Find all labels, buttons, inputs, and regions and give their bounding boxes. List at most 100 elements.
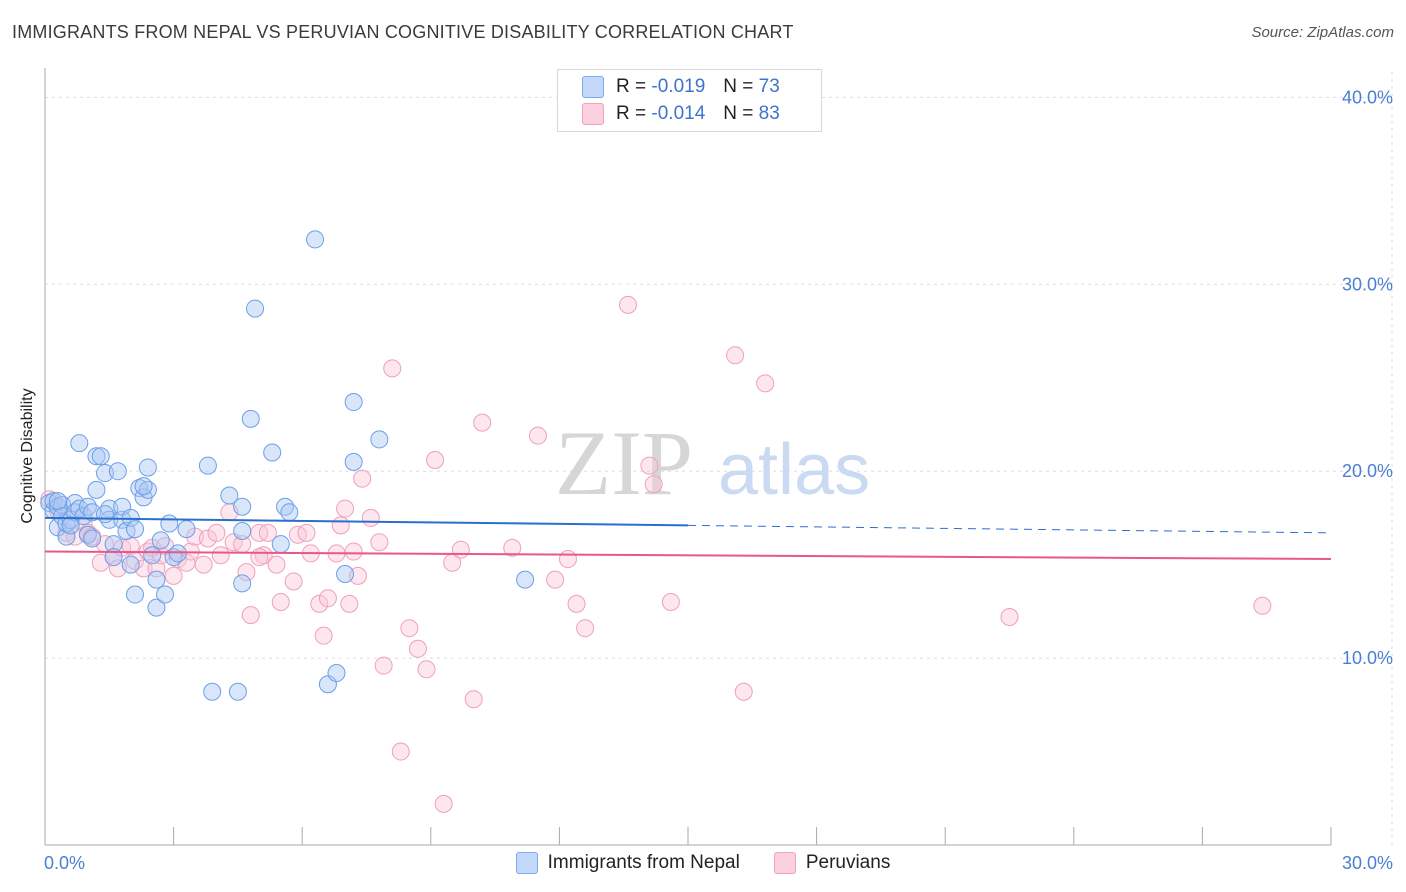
data-point: [70, 434, 89, 453]
data-point: [87, 480, 106, 499]
data-point: [228, 682, 247, 701]
trend-line-nepal-extrapolated: [687, 524, 1332, 534]
data-point: [280, 503, 299, 522]
n-label: N =: [723, 103, 754, 124]
data-point: [87, 447, 106, 466]
data-point: [164, 566, 183, 585]
r-label: R =: [616, 76, 647, 97]
data-point: [233, 574, 252, 593]
watermark-zip: ZIP: [555, 412, 693, 514]
data-point: [241, 409, 260, 428]
y-tick-label: 40.0%: [1342, 87, 1393, 107]
data-point: [576, 619, 595, 638]
axes: [44, 68, 1332, 846]
data-point: [108, 462, 127, 481]
data-point: [353, 469, 372, 488]
data-point: [318, 589, 337, 608]
data-point: [426, 450, 445, 469]
data-point: [546, 570, 565, 589]
data-point: [618, 295, 637, 314]
data-point: [198, 456, 217, 475]
watermark-atlas: atlas: [718, 430, 870, 510]
data-point: [143, 546, 162, 565]
data-point: [661, 593, 680, 612]
data-point: [237, 563, 256, 582]
legend-row-nepal: R = -0.019 N = 73: [582, 75, 780, 99]
data-point: [1000, 607, 1019, 626]
data-point: [306, 230, 325, 249]
data-point: [331, 516, 350, 535]
data-point: [198, 529, 217, 548]
trend-line-nepal: [44, 516, 689, 527]
legend-row-peru: R = -0.014 N = 83: [582, 102, 780, 126]
n-value: 73: [758, 76, 780, 97]
legend-label: Immigrants from Nepal: [547, 852, 740, 873]
data-point: [361, 508, 380, 527]
data-point: [246, 299, 265, 318]
data-point: [756, 374, 775, 393]
data-point: [344, 542, 363, 561]
data-point: [160, 514, 179, 533]
trend-lines: [44, 516, 1332, 561]
data-point: [516, 570, 535, 589]
data-point: [297, 523, 316, 542]
data-point: [177, 520, 196, 539]
data-point: [528, 426, 547, 445]
data-point: [370, 533, 389, 552]
data-point: [314, 626, 333, 645]
x-tick-label: 0.0%: [44, 853, 85, 873]
n-label: N =: [723, 76, 754, 97]
data-point: [258, 523, 277, 542]
data-point: [83, 529, 102, 548]
nepal-swatch: [515, 852, 538, 874]
data-point: [211, 546, 230, 565]
data-point: [344, 393, 363, 412]
data-point: [310, 594, 329, 613]
data-point: [126, 585, 145, 604]
tick-labels: 10.0% 20.0% 30.0% 40.0% 0.0% 30.0%: [44, 87, 1393, 873]
data-point: [344, 452, 363, 471]
data-point: [473, 413, 492, 432]
data-point: [400, 619, 419, 638]
data-point: [147, 598, 166, 617]
watermark: ZIP atlas: [555, 412, 870, 514]
data-point: [74, 507, 93, 526]
peru-swatch: [582, 103, 604, 125]
data-point: [417, 660, 436, 679]
data-point: [336, 564, 355, 583]
data-point: [233, 522, 252, 540]
y-tick-label: 30.0%: [1342, 274, 1393, 294]
legend-item-peruvians[interactable]: Peruvians: [773, 852, 890, 874]
data-point: [640, 456, 659, 475]
data-point: [734, 682, 753, 701]
data-point: [370, 430, 389, 449]
data-point: [408, 639, 427, 658]
trend-line-peruvians: [44, 550, 1332, 561]
y-tick-label: 20.0%: [1342, 461, 1393, 481]
data-point: [194, 555, 213, 574]
data-point: [263, 443, 282, 462]
data-point: [126, 520, 145, 539]
series-legend: Immigrants from Nepal Peruvians: [0, 852, 1406, 874]
data-point: [271, 593, 290, 612]
gridlines: [45, 72, 1393, 845]
legend-item-nepal[interactable]: Immigrants from Nepal: [515, 852, 740, 874]
data-point: [147, 570, 166, 589]
data-point: [48, 492, 67, 511]
data-point: [451, 540, 470, 559]
data-point: [267, 555, 286, 574]
r-label: R =: [616, 103, 647, 124]
data-point: [233, 497, 252, 516]
data-point: [151, 531, 170, 550]
data-point: [91, 447, 110, 466]
data-point: [207, 523, 226, 542]
y-tick-label: 10.0%: [1342, 648, 1393, 668]
r-value: -0.019: [651, 76, 706, 97]
data-point: [383, 359, 402, 378]
data-point: [121, 555, 140, 574]
source-credit: Source: ZipAtlas.com: [1251, 24, 1394, 41]
data-point: [96, 505, 115, 524]
data-point: [503, 538, 522, 557]
data-point: [138, 458, 157, 477]
